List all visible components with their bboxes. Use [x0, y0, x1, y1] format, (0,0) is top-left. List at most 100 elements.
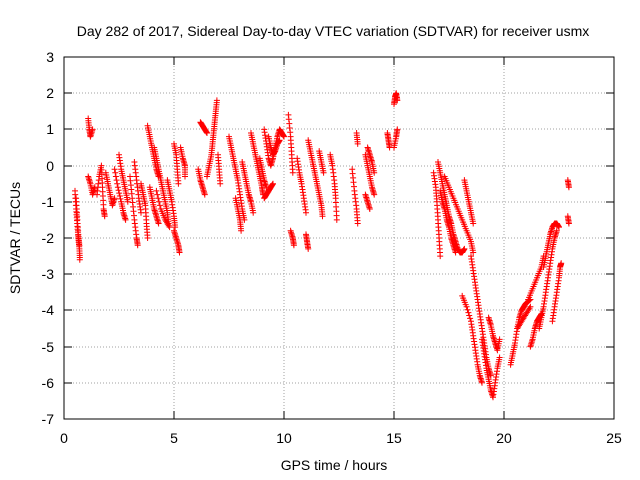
data-point-388 — [182, 173, 188, 180]
data-point-73 — [89, 126, 96, 133]
data-point-701 — [289, 169, 296, 176]
data-point-220 — [144, 235, 151, 241]
data-point-1223 — [496, 354, 503, 361]
data-point-124 — [113, 177, 120, 184]
x-tick-marks — [63, 57, 615, 419]
data-point-1462 — [565, 184, 572, 191]
data-point-372 — [176, 249, 183, 256]
data-point-129 — [116, 193, 123, 199]
data-point-882 — [371, 169, 378, 176]
data-point-1152 — [463, 303, 470, 310]
ytick-label-m2: -2 — [42, 230, 55, 246]
ytick-label-m5: -5 — [42, 339, 55, 355]
ytick-label-1: 1 — [46, 121, 54, 137]
data-point-306 — [155, 195, 162, 202]
ytick-label-3: 3 — [46, 49, 54, 65]
data-point-733 — [303, 209, 309, 216]
data-point-305 — [154, 191, 161, 198]
x-tick-labels: 0 5 10 15 20 25 — [60, 430, 622, 446]
data-point-909 — [394, 97, 401, 104]
data-point-1155 — [466, 312, 473, 319]
data-point-1079 — [470, 249, 477, 256]
data-point-183 — [134, 242, 141, 249]
data-point-456 — [213, 97, 220, 104]
ytick-label-2: 2 — [46, 85, 54, 101]
ytick-label-m4: -4 — [42, 302, 55, 318]
data-point-125 — [114, 180, 121, 187]
xtick-label-0: 0 — [60, 430, 68, 446]
data-point-126 — [114, 184, 121, 191]
ytick-label-m1: -1 — [42, 194, 55, 210]
data-points — [72, 90, 572, 401]
ytick-label-m6: -6 — [42, 375, 55, 391]
chart-title: Day 282 of 2017, Sidereal Day-to-day VTE… — [77, 23, 590, 39]
data-point-1007 — [461, 245, 468, 252]
data-point-318 — [165, 222, 172, 229]
data-point-1468 — [565, 220, 572, 227]
data-point-545 — [250, 209, 257, 216]
ytick-label-m3: -3 — [42, 266, 55, 282]
data-point-519 — [238, 227, 245, 234]
data-point-613 — [270, 180, 276, 187]
ytick-label-m7: -7 — [42, 411, 55, 427]
data-point-25 — [76, 256, 83, 263]
data-point-1100 — [470, 220, 477, 227]
data-point-356 — [175, 180, 182, 187]
data-point-128 — [116, 190, 123, 197]
data-point-127 — [115, 187, 122, 194]
data-point-41 — [76, 242, 83, 249]
data-point-791 — [320, 169, 327, 176]
data-point-1456 — [558, 260, 565, 267]
data-point-308 — [156, 202, 163, 209]
data-point-1249 — [496, 336, 503, 343]
data-point-1146 — [487, 372, 494, 379]
data-point-120 — [111, 195, 118, 202]
data-point-1394 — [553, 227, 560, 234]
data-point-340 — [172, 224, 179, 231]
y-tick-labels: -7 -6 -5 -4 -3 -2 -1 0 1 2 3 — [42, 49, 55, 427]
data-point-946 — [437, 253, 444, 260]
data-point-267 — [155, 220, 162, 227]
data-point-1153 — [464, 306, 471, 313]
data-point-307 — [156, 198, 162, 205]
data-point-121 — [111, 166, 118, 173]
data-point-162 — [124, 198, 131, 205]
data-point-780 — [319, 213, 326, 220]
data-point-123 — [112, 173, 119, 180]
data-point-1430 — [556, 224, 562, 231]
data-point-685 — [276, 137, 283, 144]
data-point-122 — [112, 169, 119, 176]
data-point-828 — [354, 220, 361, 227]
y-axis-label: SDTVAR / TECUs — [7, 182, 23, 294]
x-axis-label: GPS time / hours — [281, 457, 388, 473]
data-point-1182 — [479, 379, 485, 386]
data-point-420 — [204, 130, 210, 136]
data-point-141 — [122, 216, 129, 223]
ytick-label-0: 0 — [46, 158, 54, 174]
data-point-319 — [166, 224, 173, 231]
data-point-712 — [290, 242, 297, 249]
data-point-855 — [371, 191, 378, 198]
data-point-866 — [366, 206, 373, 212]
xtick-label-20: 20 — [496, 430, 512, 446]
data-point-920 — [394, 126, 401, 133]
data-point-812 — [333, 216, 340, 223]
data-point-130 — [117, 195, 124, 202]
xtick-label-25: 25 — [606, 430, 622, 446]
xtick-label-5: 5 — [170, 430, 178, 446]
data-point-659 — [281, 133, 287, 140]
data-point-404 — [201, 191, 208, 198]
y-tick-marks — [64, 92, 614, 384]
data-point-1043 — [452, 249, 459, 256]
data-point-1305 — [526, 305, 533, 312]
data-point-834 — [354, 140, 361, 147]
data-point-99 — [101, 213, 108, 220]
data-point-1154 — [465, 309, 472, 316]
data-point-1156 — [467, 315, 474, 322]
xtick-label-10: 10 — [276, 430, 292, 446]
data-point-467 — [217, 180, 224, 187]
xtick-label-15: 15 — [386, 430, 402, 446]
data-point-744 — [305, 245, 312, 252]
data-point-304 — [153, 187, 160, 194]
